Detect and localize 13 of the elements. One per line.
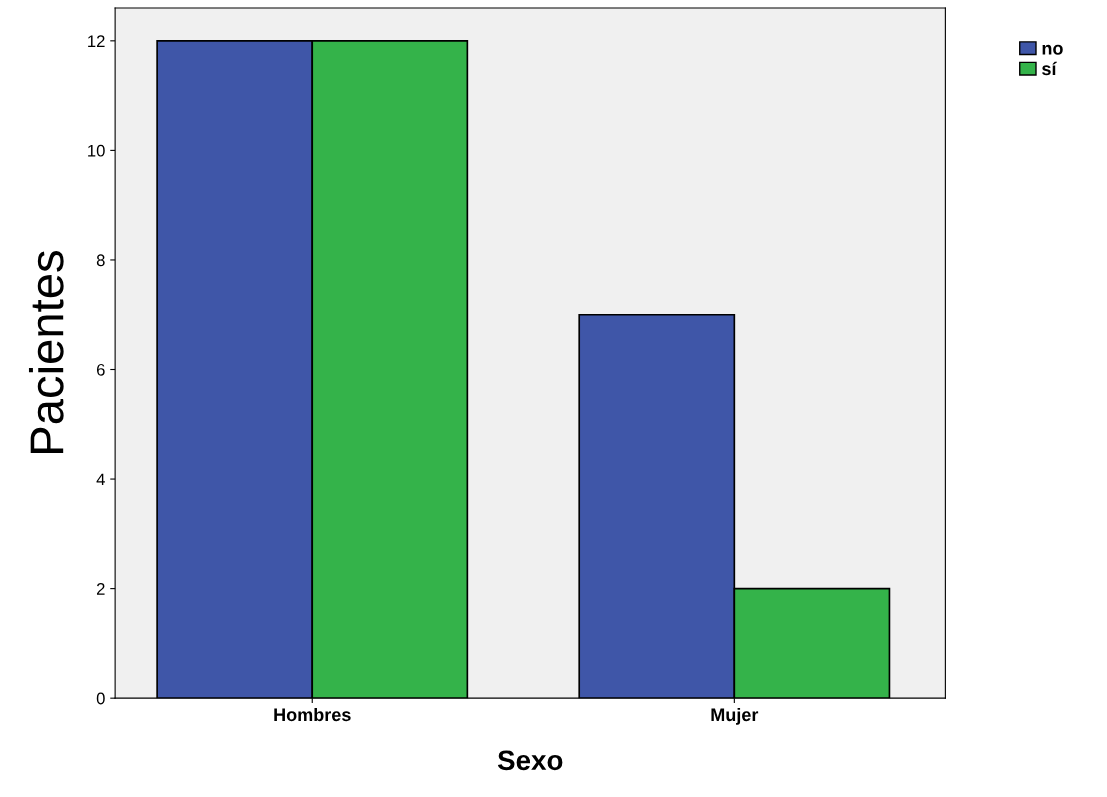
x-tick-label: Mujer [711, 707, 759, 725]
y-tick-label: 2 [96, 583, 105, 595]
y-tick-label: 6 [96, 363, 105, 376]
y-tick-label: 8 [96, 254, 105, 267]
y-tick-label: 4 [96, 473, 105, 486]
x-axis-title: Sexo [497, 750, 563, 771]
x-tick-label: Hombres [274, 707, 351, 722]
legend-label: sí [1042, 61, 1057, 76]
y-axis-title: Pacientes [28, 251, 64, 453]
y-tick-label: 10 [88, 144, 105, 157]
legend-label: no [1042, 44, 1063, 55]
y-tick-label: 12 [88, 35, 105, 47]
y-tick-label: 0 [96, 692, 105, 705]
